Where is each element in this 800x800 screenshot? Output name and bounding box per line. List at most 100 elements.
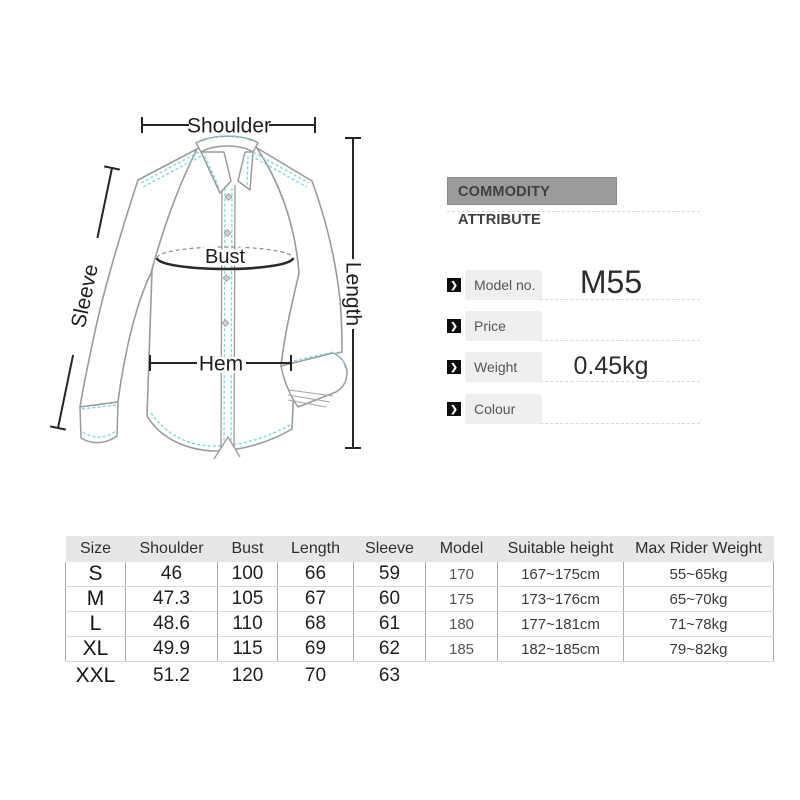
size-chart-table: Size Shoulder Bust Length Sleeve Model S… <box>65 536 774 690</box>
button <box>223 229 232 237</box>
left-cuff <box>79 401 119 444</box>
table-header-row: Size Shoulder Bust Length Sleeve Model S… <box>65 536 774 562</box>
placket <box>213 184 241 460</box>
cell-model: 170 <box>425 562 498 587</box>
button <box>222 274 231 282</box>
buttons <box>220 193 233 372</box>
cell-length: 70 <box>304 665 327 686</box>
button <box>220 364 229 372</box>
table-row-xl: XL 49.9 115 69 62 185 182~185cm 79~82kg <box>65 636 774 662</box>
cell-bust: 100 <box>217 562 278 587</box>
measurement-annotations <box>49 117 361 449</box>
cell-suitable-height: 167~175cm <box>497 562 624 587</box>
col-header-suitable-height: Suitable height <box>497 536 624 562</box>
attribute-label: Price <box>465 311 542 341</box>
hem-measure-line <box>149 355 292 371</box>
chevron-bullet-icon: ❯ <box>447 360 461 374</box>
length-measure-line <box>345 137 361 449</box>
cell-sleeve: 63 <box>378 665 401 686</box>
cell-model: 175 <box>425 586 498 612</box>
cell-size: XL <box>65 636 126 662</box>
cuff-pleats <box>287 389 334 408</box>
attribute-label: Weight <box>465 352 542 382</box>
sleeve-measure-line <box>49 165 121 431</box>
table-row-xxl: XXL 51.2 120 70 63 <box>66 662 774 691</box>
shirt-tail-split <box>213 435 241 460</box>
shoulder-measure-line <box>141 117 316 133</box>
col-header-sleeve: Sleeve <box>353 536 426 562</box>
attribute-row-colour: ❯ Colour <box>447 394 767 428</box>
col-header-shoulder: Shoulder <box>125 536 218 562</box>
shoulder-measure-label: Shoulder <box>187 115 271 138</box>
right-collar-flap <box>237 151 254 191</box>
cell-length: 68 <box>277 611 354 637</box>
cell-model: 180 <box>425 611 498 637</box>
chevron-bullet-icon: ❯ <box>447 278 461 292</box>
table-row-l: L 48.6 110 68 61 180 177~181cm 71~78kg <box>65 611 774 637</box>
cell-max-rider-weight: 65~70kg <box>623 586 774 612</box>
cell-sleeve: 59 <box>353 562 426 587</box>
cell-shoulder: 48.6 <box>125 611 218 637</box>
shoulder-stitches <box>140 151 310 188</box>
cell-sleeve: 61 <box>353 611 426 637</box>
commodity-attribute-panel: COMMODITY ATTRIBUTE ❯ Model no. M55 ❯ Pr… <box>447 177 767 437</box>
cell-suitable-height <box>498 662 624 691</box>
cell-size: M <box>65 586 126 612</box>
cell-length: 69 <box>277 636 354 662</box>
cell-shoulder: 46 <box>125 562 218 587</box>
cell-bust: 110 <box>217 611 278 637</box>
divider <box>540 340 700 341</box>
cell-size: XXL <box>75 664 116 687</box>
button <box>224 193 233 201</box>
shirt-measurement-diagram: Shoulder Length Sleeve Bust Hem <box>49 115 365 460</box>
cell-max-rider-weight: 79~82kg <box>623 636 774 662</box>
cell-max-rider-weight: 71~78kg <box>623 611 774 637</box>
col-header-bust: Bust <box>217 536 278 562</box>
cell-length: 66 <box>277 562 354 587</box>
bust-measure-label: Bust <box>205 246 245 268</box>
cell-bust: 115 <box>217 636 278 662</box>
cell-bust: 120 <box>231 665 264 686</box>
attribute-row-weight: ❯ Weight 0.45kg <box>447 352 767 386</box>
table-row-m: M 47.3 105 67 60 175 173~176cm 65~70kg <box>65 586 774 612</box>
cell-size: S <box>65 562 126 587</box>
attribute-value <box>545 394 677 424</box>
attribute-row-model: ❯ Model no. M55 <box>447 264 767 304</box>
attribute-label: Model no. <box>465 270 542 300</box>
chevron-bullet-icon: ❯ <box>447 319 461 333</box>
left-collar-flap <box>200 151 232 194</box>
length-measure-label: Length <box>342 262 365 326</box>
cell-sleeve: 60 <box>353 586 426 612</box>
cell-model <box>426 662 498 691</box>
attribute-label: Colour <box>465 394 542 424</box>
chevron-bullet-icon: ❯ <box>447 402 461 416</box>
button <box>221 319 230 327</box>
cell-max-rider-weight <box>624 662 774 691</box>
divider <box>540 381 700 382</box>
right-cuff <box>280 351 348 408</box>
col-header-size: Size <box>65 536 126 562</box>
cell-suitable-height: 182~185cm <box>497 636 624 662</box>
hem-stitch <box>150 412 291 447</box>
col-header-length: Length <box>277 536 354 562</box>
cell-sleeve: 62 <box>353 636 426 662</box>
divider <box>447 211 700 212</box>
collar-stitches <box>140 135 310 189</box>
table-row-s: S 46 100 66 59 170 167~175cm 55~65kg <box>65 562 774 587</box>
attribute-value: M55 <box>579 264 643 300</box>
col-header-max-rider-weight: Max Rider Weight <box>623 536 774 562</box>
attribute-row-price: ❯ Price <box>447 311 767 345</box>
bust-ellipse <box>155 246 295 271</box>
cell-model: 185 <box>425 636 498 662</box>
cell-bust: 105 <box>217 586 278 612</box>
attribute-value: 0.45kg <box>573 352 649 380</box>
cell-shoulder: 49.9 <box>125 636 218 662</box>
hem-measure-label: Hem <box>199 353 243 376</box>
cell-shoulder: 51.2 <box>153 665 190 686</box>
panel-title: COMMODITY ATTRIBUTE <box>447 177 617 228</box>
col-header-model: Model <box>425 536 498 562</box>
cell-shoulder: 47.3 <box>125 586 218 612</box>
cell-max-rider-weight: 55~65kg <box>623 562 774 587</box>
divider <box>540 423 700 424</box>
